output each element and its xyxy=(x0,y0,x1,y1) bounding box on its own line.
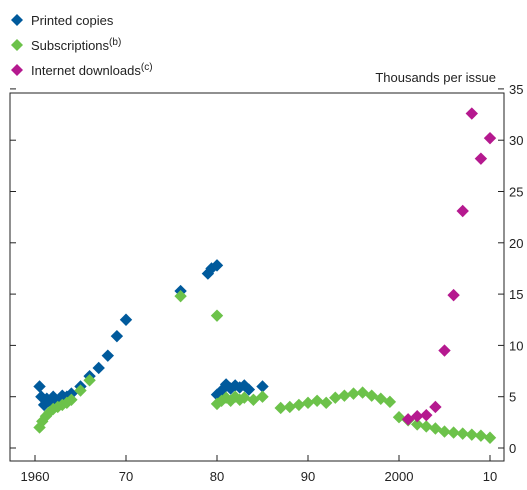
point-subscriptions-34 xyxy=(383,395,397,409)
y-tick-label-15: 15 xyxy=(509,287,523,302)
point-subscriptions-8 xyxy=(65,393,78,406)
point-internet-downloads-1 xyxy=(411,409,424,423)
legend-label-subscriptions: Subscriptions(b) xyxy=(31,37,121,53)
point-internet-downloads-4 xyxy=(438,344,451,357)
point-subscriptions-9 xyxy=(74,384,87,397)
point-printed-copies-25 xyxy=(233,381,246,394)
point-printed-copies-27 xyxy=(242,383,256,396)
y-tick-label-25: 25 xyxy=(509,185,523,200)
series-printed-copies xyxy=(33,259,269,412)
legend-label-internet-downloads: Internet downloads(c) xyxy=(31,62,153,78)
point-subscriptions-41 xyxy=(447,426,460,439)
point-subscriptions-24 xyxy=(292,398,306,412)
legend-marker-internet-downloads xyxy=(11,64,23,76)
y-tick-label-10: 10 xyxy=(509,338,523,353)
data-points xyxy=(33,107,497,444)
x-tick-label-1960: 1960 xyxy=(21,469,50,484)
y-axis-unit-label: Thousands per issue xyxy=(375,70,496,85)
point-subscriptions-27 xyxy=(320,396,333,410)
point-subscriptions-43 xyxy=(465,428,478,441)
point-internet-downloads-7 xyxy=(465,107,478,120)
point-subscriptions-25 xyxy=(301,396,315,410)
point-subscriptions-44 xyxy=(474,429,488,442)
point-subscriptions-23 xyxy=(283,400,296,414)
point-subscriptions-21 xyxy=(256,390,269,403)
point-internet-downloads-2 xyxy=(420,408,433,422)
series-subscriptions xyxy=(33,289,497,444)
legend: Printed copies Subscriptions(b) Internet d… xyxy=(11,13,153,78)
point-subscriptions-29 xyxy=(338,389,351,402)
series-internet-downloads xyxy=(401,107,497,426)
x-tick-label-70: 70 xyxy=(119,469,133,484)
x-tick-label-10: 10 xyxy=(483,469,497,484)
point-internet-downloads-9 xyxy=(483,131,497,145)
point-subscriptions-0 xyxy=(33,421,46,434)
point-printed-copies-13 xyxy=(101,349,114,362)
point-subscriptions-37 xyxy=(411,418,424,431)
point-subscriptions-22 xyxy=(274,401,287,415)
legend-label-printed-copies: Printed copies xyxy=(31,13,114,28)
point-subscriptions-28 xyxy=(329,391,342,404)
y-tick-label-30: 30 xyxy=(509,133,523,148)
y-tick-label-20: 20 xyxy=(509,236,523,251)
point-subscriptions-42 xyxy=(456,427,469,440)
x-tick-label-90: 90 xyxy=(301,469,315,484)
point-subscriptions-18 xyxy=(233,393,246,406)
legend-note-internet-downloads: (c) xyxy=(141,62,153,73)
point-printed-copies-14 xyxy=(110,329,124,343)
point-subscriptions-45 xyxy=(483,431,497,444)
x-tick-label-2000: 2000 xyxy=(385,469,414,484)
point-subscriptions-40 xyxy=(438,425,451,438)
point-printed-copies-19 xyxy=(210,259,224,272)
point-internet-downloads-5 xyxy=(447,288,460,302)
point-subscriptions-30 xyxy=(347,387,360,400)
point-subscriptions-11 xyxy=(174,289,187,303)
point-subscriptions-10 xyxy=(83,374,96,387)
point-subscriptions-2 xyxy=(39,409,53,423)
point-printed-copies-15 xyxy=(119,313,133,326)
y-tick-label-35: 35 xyxy=(509,82,523,97)
point-subscriptions-38 xyxy=(420,420,433,433)
x-tick-label-80: 80 xyxy=(210,469,224,484)
plot-frame xyxy=(9,92,505,462)
y-axis: 0 5 10 15 20 25 30 35 xyxy=(10,82,523,456)
point-printed-copies-12 xyxy=(92,361,105,375)
legend-marker-printed-copies xyxy=(11,14,23,26)
legend-note-subscriptions: (b) xyxy=(109,37,121,48)
point-internet-downloads-8 xyxy=(474,152,488,165)
y-tick-label-5: 5 xyxy=(509,390,516,405)
point-internet-downloads-6 xyxy=(456,204,469,218)
point-subscriptions-26 xyxy=(310,394,324,408)
point-subscriptions-12 xyxy=(210,309,224,322)
point-internet-downloads-3 xyxy=(429,400,442,414)
x-axis: 1960 70 80 90 2000 10 xyxy=(21,455,497,484)
point-printed-copies-0 xyxy=(33,380,46,393)
point-subscriptions-19 xyxy=(238,391,251,404)
point-printed-copies-28 xyxy=(256,380,269,393)
y-tick-label-0: 0 xyxy=(509,441,516,456)
point-subscriptions-1 xyxy=(36,415,49,428)
legend-marker-subscriptions xyxy=(11,39,23,51)
